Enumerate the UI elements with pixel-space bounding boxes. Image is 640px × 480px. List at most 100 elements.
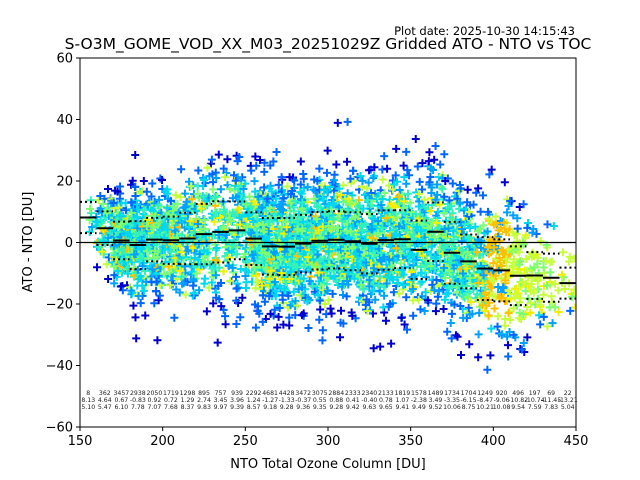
bin-std-label: 5.47 [98,404,112,411]
scatter-point [136,272,145,281]
scatter-point [211,256,220,265]
scatter-point [131,313,140,322]
scatter-point [474,330,483,339]
scatter-point [425,148,434,157]
x-axis: 150 200 250 300 350 400 450 [68,427,588,449]
scatter-point [133,281,142,290]
scatter-point [104,274,113,283]
scatter-point [181,290,190,299]
scatter-point [98,247,107,256]
chart-title: S-O3M_GOME_VOD_XX_M03_20251029Z Gridded … [65,35,592,54]
scatter-point [211,201,220,210]
scatter-point [348,166,357,175]
bin-mean-label: 0.67 [114,397,128,404]
scatter-point [149,223,158,232]
scatter-point [436,160,445,169]
bin-std-label: 7.78 [131,404,145,411]
scatter-point [215,263,224,272]
scatter-point [109,262,118,271]
bin-std-label: 9.41 [396,404,410,411]
scatter-point [127,286,136,295]
scatter-point [232,319,241,328]
scatter-point [118,244,127,253]
scatter-point [87,209,96,218]
scatter-point [200,274,209,283]
scatter-point [457,350,466,359]
bin-mean-label: -1.33 [279,397,295,404]
scatter-point [194,239,203,248]
scatter-point [323,146,332,155]
scatter-point [187,195,196,204]
bin-std-label: 8.37 [181,404,195,411]
scatter-point [343,117,352,126]
scatter-point [220,205,229,214]
scatter-point [96,192,105,201]
scatter-point [192,207,201,216]
scatter-point [332,160,341,169]
bin-count-label: 4428 [279,390,295,397]
scatter-point [236,265,245,274]
bin-mean-label: 0.72 [164,397,178,404]
scatter-point [194,219,203,228]
x-tick-label: 200 [150,434,175,449]
bin-count-label: 362 [99,390,111,397]
bin-mean-label: 4.64 [98,397,112,404]
scatter-point [154,201,163,210]
bin-mean-label: -0.40 [361,397,377,404]
scatter-point [154,296,163,305]
scatter-point [209,178,218,187]
scatter-point [153,336,162,345]
bin-count-label: 920 [496,390,508,397]
scatter-point [132,200,141,209]
scatter-point [318,336,327,345]
scatter-point [260,167,269,176]
bin-count-label: 8 [86,390,90,397]
scatter-point [337,306,346,315]
bin-mean-label: -0.83 [130,397,146,404]
scatter-point [260,183,269,192]
scatter-point [208,170,217,179]
scatter-point [171,226,180,235]
scatter-point [127,198,136,207]
bin-count-label: 496 [512,390,524,397]
scatter-point [96,204,105,213]
bin-mean-label: 1.24 [247,397,261,404]
scatter-point [113,187,122,196]
scatter-point [201,260,210,269]
scatter-point [207,278,216,287]
scatter-point [173,199,182,208]
scatter-point [274,312,283,321]
scatter-point [221,252,230,261]
scatter-point [116,282,125,291]
scatter-point [189,281,198,290]
scatter-point [171,191,180,200]
scatter-point [109,198,118,207]
bin-std-label: 9.65 [379,404,393,411]
scatter-point [336,333,345,342]
scatter-point [503,341,512,350]
scatter-point [160,270,169,279]
scatter-point [166,281,175,290]
scatter-point [315,164,324,173]
scatter-point [153,252,162,261]
scatter-point [439,304,448,313]
scatter-point [316,305,325,314]
scatter-point [212,293,221,302]
bin-mean-label: -2.38 [411,397,427,404]
scatter-point [333,118,342,127]
scatter-point [182,197,191,206]
scatter-point [131,150,140,159]
bin-std-label: 9.97 [214,404,228,411]
bin-std-label: 7.68 [164,404,178,411]
scatter-point [209,299,218,308]
bin-count-label: 2938 [130,390,146,397]
scatter-point [195,265,204,274]
bin-std-label: 7.07 [148,404,162,411]
bin-count-label: 939 [231,390,243,397]
scatter-point [139,177,148,186]
y-tick-label: −20 [46,298,73,313]
scatter-point [157,176,166,185]
scatter-point [236,313,245,322]
plot-date: Plot date: 2025-10-30 14:15:43 [394,24,575,38]
scatter-point [180,189,189,198]
